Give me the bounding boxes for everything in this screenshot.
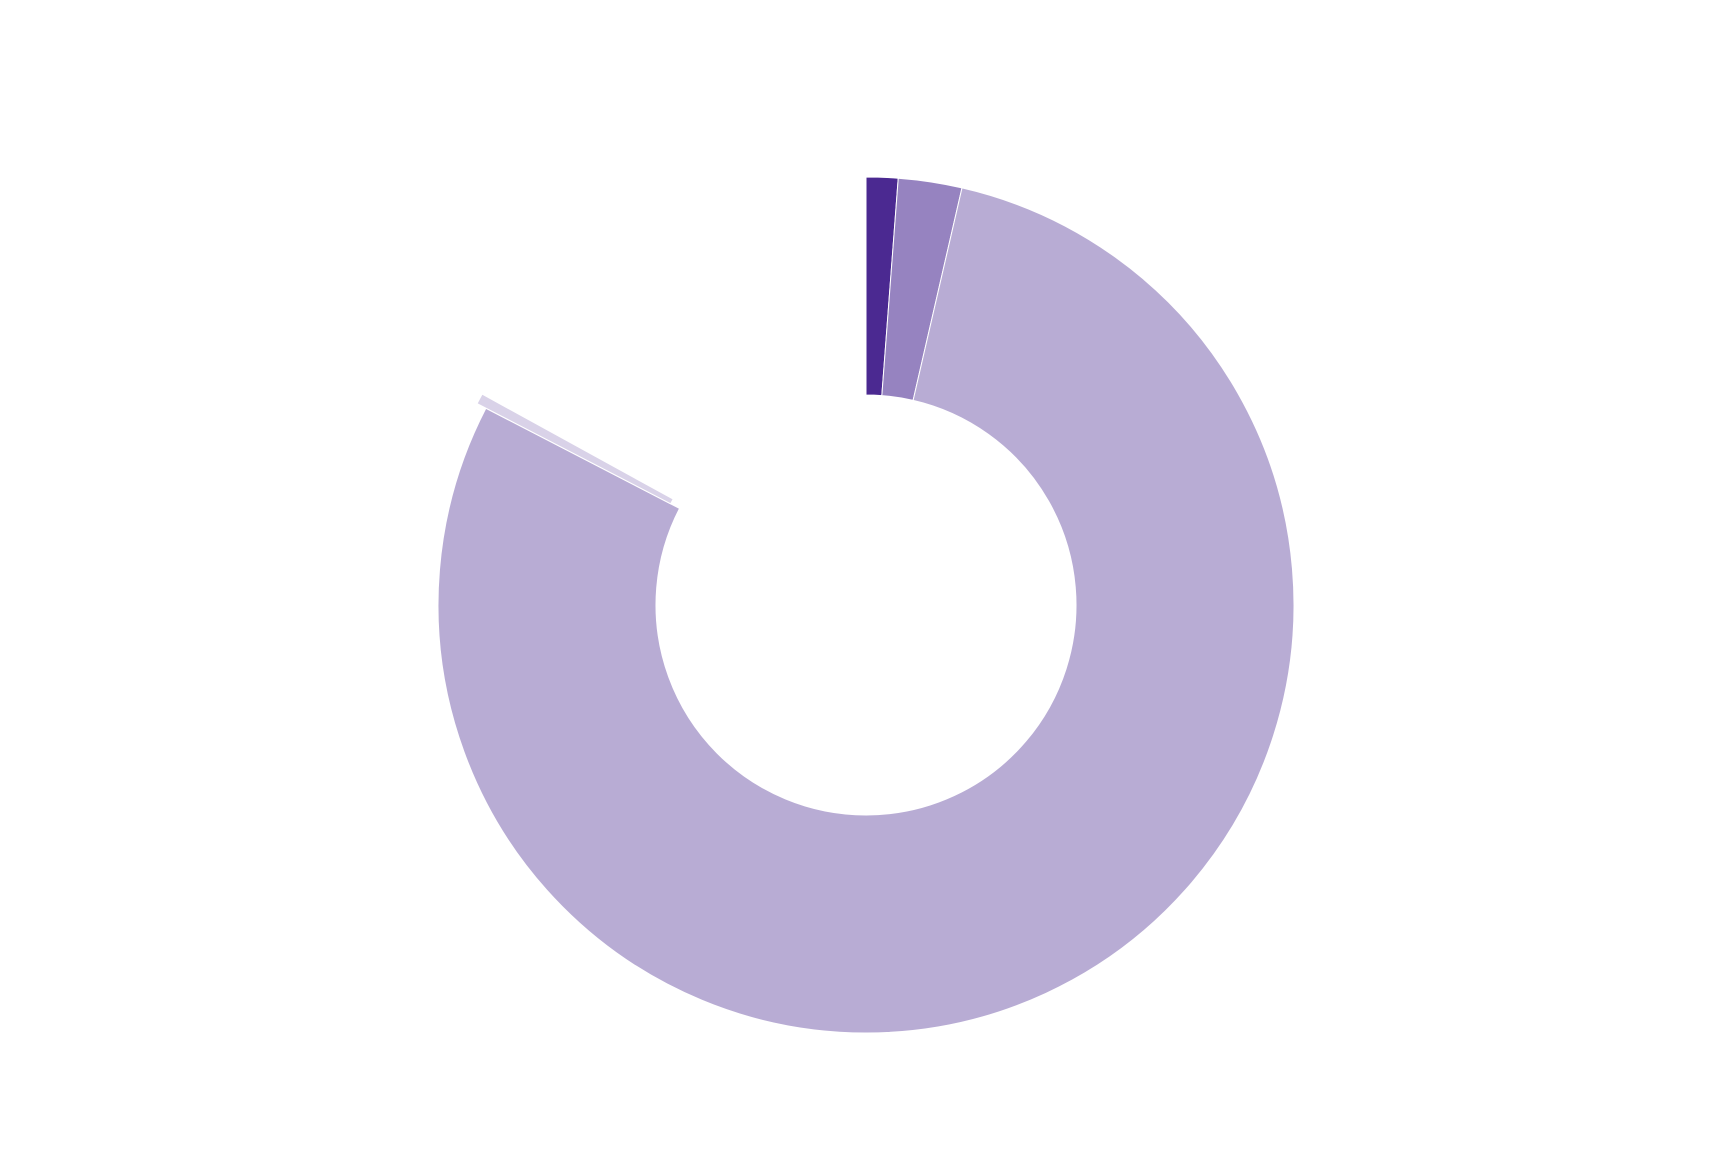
- donut-slice-3: [437, 187, 1295, 1034]
- donut-slices: [437, 167, 1295, 1034]
- donut-slice-4: [476, 393, 674, 505]
- donut-slice-5: [485, 167, 862, 496]
